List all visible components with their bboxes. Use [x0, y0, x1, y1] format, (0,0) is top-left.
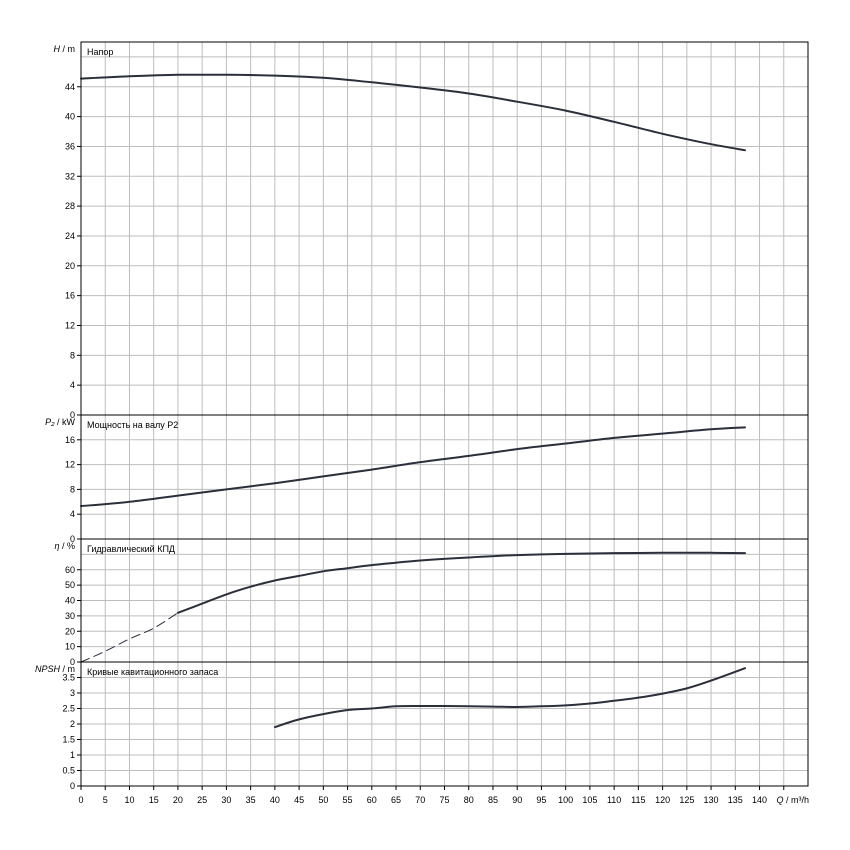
y-tick-label-power: 8	[70, 484, 75, 494]
x-tick-label: 55	[343, 795, 353, 805]
y-tick-label-head: 0	[70, 410, 75, 420]
x-tick-label: 60	[367, 795, 377, 805]
curve-head	[80, 73, 746, 152]
y-tick-label-npsh: 0.5	[62, 766, 75, 776]
y-tick-label-power: 0	[70, 534, 75, 544]
x-tick-label: 115	[631, 795, 645, 805]
x-tick-label: 10	[124, 795, 134, 805]
y-tick-label-head: 8	[70, 350, 75, 360]
y-tick-label-head: 32	[65, 171, 75, 181]
x-tick-label: 90	[512, 795, 522, 805]
x-tick-label: 85	[488, 795, 498, 805]
x-tick-label: 50	[318, 795, 328, 805]
y-tick-label-power: 4	[70, 509, 75, 519]
x-tick-label: 75	[439, 795, 449, 805]
x-tick-label: 100	[558, 795, 573, 805]
y-tick-label-npsh: 3.5	[62, 673, 75, 683]
x-tick-label: 95	[536, 795, 546, 805]
y-axis-label-power: P₂ / kW	[45, 417, 75, 427]
panel-frames	[77, 41, 809, 790]
x-tick-label: 35	[246, 795, 256, 805]
x-tick-label: 45	[294, 795, 304, 805]
panel-title-power: Мощность на валу P2	[87, 420, 178, 430]
x-tick-label: 125	[679, 795, 694, 805]
y-tick-label-power: 12	[65, 460, 75, 470]
panel-title-npsh: Кривые кавитационного запаса	[87, 667, 218, 677]
curve-power	[80, 426, 746, 508]
x-tick-label: 5	[103, 795, 108, 805]
x-tick-label: 135	[728, 795, 743, 805]
y-tick-label-head: 36	[65, 141, 75, 151]
y-tick-label-head: 28	[65, 201, 75, 211]
y-tick-label-npsh: 1	[70, 750, 75, 760]
y-tick-label-efficiency: 40	[65, 596, 75, 606]
curve-npsh	[273, 667, 746, 729]
y-tick-label-power: 16	[65, 435, 75, 445]
y-tick-label-efficiency: 10	[65, 642, 75, 652]
panel-title-efficiency: Гидравлический КПД	[87, 544, 175, 554]
x-tick-label: 0	[78, 795, 83, 805]
x-axis-label: Q / m³/h	[776, 795, 809, 805]
curve-efficiency	[176, 551, 746, 614]
y-axis-label-npsh: NPSH / m	[35, 664, 75, 674]
y-tick-label-npsh: 0	[70, 781, 75, 791]
y-axis-label-head: H / m	[54, 44, 76, 54]
curves	[80, 73, 746, 729]
x-tick-label: 105	[582, 795, 597, 805]
panel-title-head: Напор	[87, 47, 113, 57]
y-tick-label-head: 44	[65, 82, 75, 92]
y-tick-label-npsh: 2	[70, 719, 75, 729]
y-tick-label-head: 4	[70, 380, 75, 390]
y-tick-label-npsh: 1.5	[62, 735, 75, 745]
y-tick-label-head: 24	[65, 231, 75, 241]
x-tick-label: 110	[607, 795, 621, 805]
y-tick-label-head: 20	[65, 261, 75, 271]
x-tick-label: 140	[752, 795, 767, 805]
x-tick-label: 15	[149, 795, 159, 805]
x-tick-label: 40	[270, 795, 280, 805]
y-tick-label-efficiency: 20	[65, 626, 75, 636]
x-tick-label: 70	[415, 795, 425, 805]
grid	[81, 42, 808, 786]
y-tick-label-efficiency: 60	[65, 565, 75, 575]
y-tick-label-npsh: 2.5	[62, 704, 75, 714]
x-tick-label: 30	[221, 795, 231, 805]
y-tick-label-efficiency: 50	[65, 580, 75, 590]
x-tick-label: 25	[197, 795, 207, 805]
y-tick-label-head: 40	[65, 112, 75, 122]
x-tick-label: 65	[391, 795, 401, 805]
x-tick-label: 20	[173, 795, 183, 805]
x-tick-label: 130	[704, 795, 719, 805]
x-tick-label: 80	[464, 795, 474, 805]
x-tick-label: 120	[655, 795, 670, 805]
y-tick-label-head: 12	[65, 320, 75, 330]
curve-efficiency-dashed	[80, 612, 179, 663]
y-axis-label-efficiency: η / %	[54, 541, 75, 551]
y-tick-label-head: 16	[65, 291, 75, 301]
y-tick-label-efficiency: 30	[65, 611, 75, 621]
y-tick-label-efficiency: 0	[70, 657, 75, 667]
y-tick-label-npsh: 3	[70, 688, 75, 698]
